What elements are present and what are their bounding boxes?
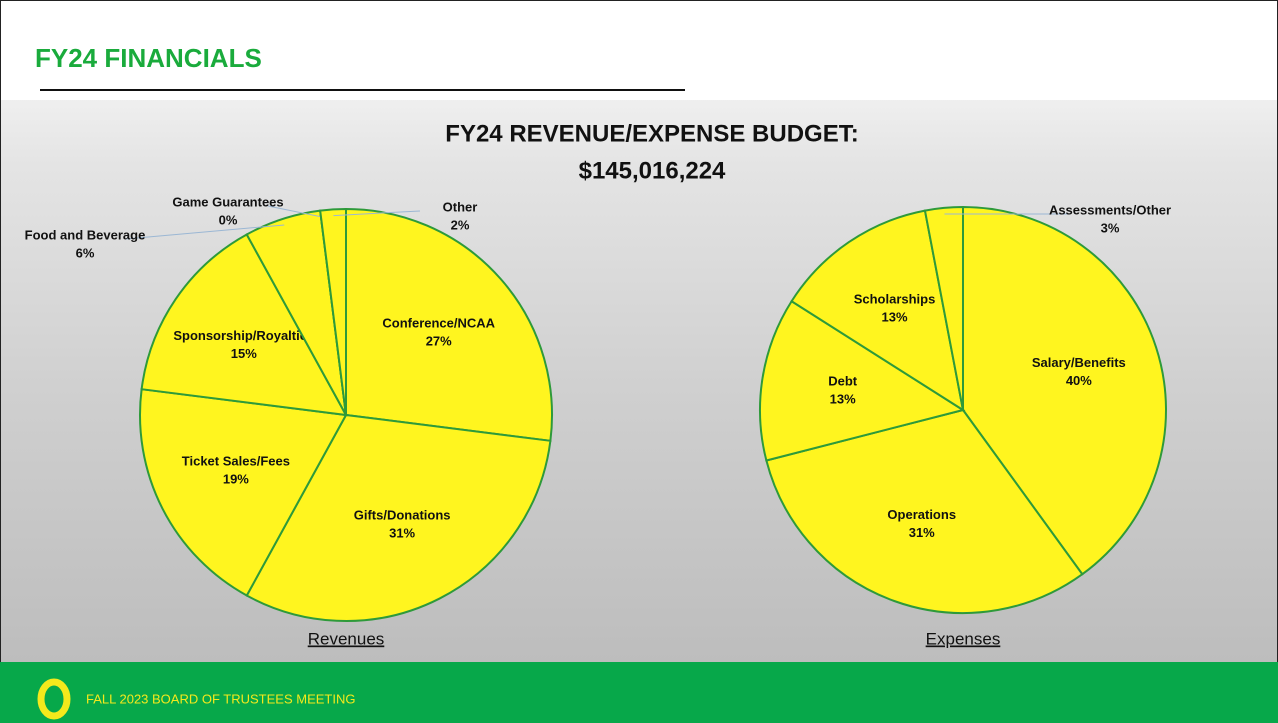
- slice-label: Scholarships: [854, 292, 936, 307]
- slice-value-label: 2%: [451, 217, 470, 232]
- slice-label: Conference/NCAA: [382, 316, 495, 331]
- slice-label: Gifts/Donations: [354, 508, 451, 523]
- slice-label: Sponsorship/Royalties: [173, 328, 314, 343]
- slice-label: Assessments/Other: [1049, 202, 1171, 217]
- chart-title: Expenses: [926, 629, 1001, 648]
- slice-value-label: 19%: [223, 472, 249, 487]
- slide: FY24 FINANCIALS FY24 REVENUE/EXPENSE BUD…: [0, 0, 1278, 723]
- slice-value-label: 3%: [1101, 220, 1120, 235]
- slice-label: Game Guarantees: [172, 194, 283, 209]
- slice-label: Salary/Benefits: [1032, 355, 1126, 370]
- slice-label: Other: [443, 199, 478, 214]
- slice-label: Operations: [887, 507, 956, 522]
- slice-value-label: 31%: [389, 526, 415, 541]
- slice-label: Debt: [828, 373, 858, 388]
- slice-value-label: 40%: [1066, 373, 1092, 388]
- total: $145,016,224: [579, 157, 726, 184]
- slice-value-label: 15%: [231, 346, 257, 361]
- slice-label: Food and Beverage: [25, 227, 146, 242]
- slice-label: Ticket Sales/Fees: [182, 454, 290, 469]
- slice-value-label: 13%: [830, 391, 856, 406]
- slice-value-label: 0%: [219, 212, 238, 227]
- footer-text: FALL 2023 BOARD OF TRUSTEES MEETING: [86, 691, 355, 706]
- main-title: FY24 REVENUE/EXPENSE BUDGET:: [445, 120, 858, 147]
- slice-value-label: 13%: [882, 310, 908, 325]
- heading: FY24 FINANCIALS: [35, 43, 262, 73]
- chart-title: Revenues: [308, 629, 385, 648]
- slice-value-label: 31%: [909, 525, 935, 540]
- slice-value-label: 27%: [426, 334, 452, 349]
- slice-value-label: 6%: [76, 245, 95, 260]
